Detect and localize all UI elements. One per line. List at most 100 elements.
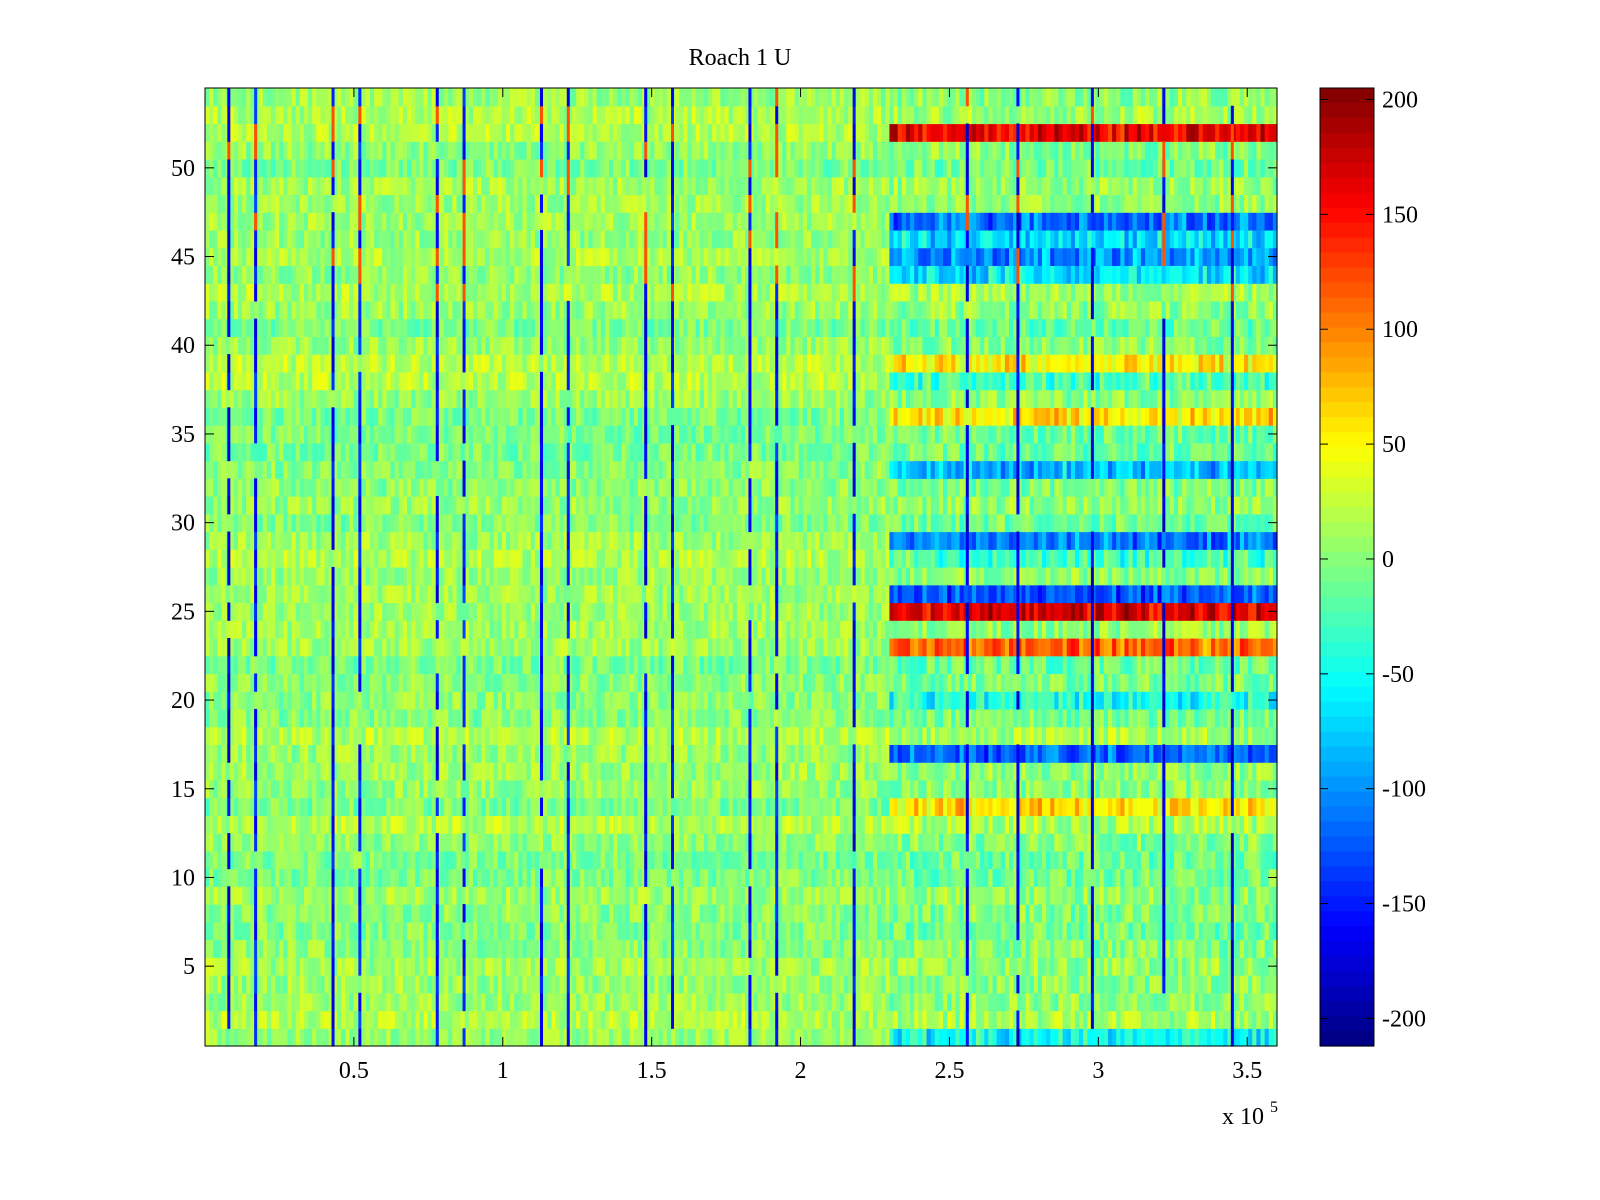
heatmap-cell [547,868,552,887]
heatmap-cell [567,904,573,923]
heatmap-cell [901,762,907,781]
heatmap-cell [246,815,251,834]
heatmap-cell [559,744,565,763]
heatmap-cell [728,779,734,799]
heatmap-cell [571,921,577,941]
heatmap-cell [934,921,940,941]
heatmap-cell [1120,708,1126,728]
heatmap-cell [856,850,862,870]
heatmap-cell [522,904,528,923]
heatmap-cell [881,779,886,799]
heatmap-cell [637,1010,643,1029]
heatmap-cell [1140,744,1146,763]
heatmap-cell [1219,1010,1224,1029]
heatmap-cell [1206,815,1212,834]
heatmap-cell [637,921,643,941]
heatmap-cell [893,850,899,870]
heatmap-cell [1066,726,1072,746]
heatmap-cell [526,921,532,941]
heatmap-cell [1140,1028,1146,1047]
heatmap-cell [633,975,639,994]
heatmap-cell [1215,762,1220,781]
heatmap-cell [295,726,301,746]
heatmap-cell [514,886,519,905]
heatmap-cell [217,992,223,1012]
heatmap-cell [872,1028,878,1047]
heatmap-cell [695,850,701,870]
heatmap-cell [1107,708,1113,728]
heatmap-cell [868,744,874,763]
heatmap-cell [283,904,289,923]
heatmap-cell [1145,939,1150,958]
heatmap-cell [1070,708,1076,728]
heatmap-cell [757,708,763,728]
heatmap-cell [893,1010,899,1029]
heatmap-cell [592,833,598,852]
heatmap-cell [1079,868,1084,887]
heatmap-cell [749,868,754,887]
heatmap-cell [1083,904,1088,923]
heatmap-cell [555,868,561,887]
heatmap-cell [724,1010,730,1029]
heatmap-cell [580,779,585,799]
heatmap-cell [584,886,590,905]
heatmap-cell [790,975,796,994]
heatmap-cell [460,815,466,834]
heatmap-cell [844,904,849,923]
heatmap-cell [493,779,499,799]
heatmap-cell [951,921,956,941]
heatmap-cell [254,850,260,870]
heatmap-cell [839,797,845,816]
heatmap-cell [596,904,602,923]
heatmap-cell [588,1028,594,1047]
heatmap-cell [452,815,458,834]
heatmap-cell [790,1010,796,1029]
heatmap-cell [378,744,383,763]
heatmap-cell [765,726,771,746]
heatmap-cell [1021,708,1027,728]
heatmap-cell [1004,975,1010,994]
heatmap-cell [782,868,787,887]
heatmap-cell [848,744,853,763]
heatmap-cell [1153,815,1159,834]
heatmap-cell [860,939,866,958]
heatmap-cell [765,762,771,781]
heatmap-cell [275,744,280,763]
heatmap-cell [551,815,557,834]
heatmap-cell [683,744,688,763]
heatmap-cell [266,957,272,976]
heatmap-cell [786,1010,792,1029]
heatmap-cell [390,868,396,887]
heatmap-cell [955,957,961,976]
heatmap-cell [1239,815,1245,834]
heatmap-cell [473,957,478,976]
heatmap-cell [617,815,623,834]
heatmap-cell [815,833,820,852]
heatmap-cell [621,744,627,763]
heatmap-cell [695,957,701,976]
heatmap-cell [683,886,688,905]
heatmap-cell [386,1010,392,1029]
heatmap-cell [423,797,429,816]
heatmap-cell [1178,744,1183,763]
heatmap-cell [835,957,841,976]
heatmap-cell [205,797,210,816]
heatmap-cell [555,886,561,905]
heatmap-cell [831,921,837,941]
heatmap-cell [1136,797,1142,816]
heatmap-cell [555,1010,561,1029]
heatmap-cell [703,904,709,923]
heatmap-cell [625,744,631,763]
heatmap-cell [419,691,425,710]
heatmap-cell [1004,726,1010,746]
heatmap-cell [534,886,540,905]
heatmap-cell [955,726,961,746]
heatmap-cell [1264,815,1270,834]
heatmap-cell [1079,708,1084,728]
heatmap-cell [773,708,779,728]
heatmap-cell [1095,833,1101,852]
heatmap-cell [1070,1028,1076,1047]
heatmap-cell [353,975,359,994]
heatmap-cell [1103,797,1109,816]
heatmap-cell [736,708,742,728]
